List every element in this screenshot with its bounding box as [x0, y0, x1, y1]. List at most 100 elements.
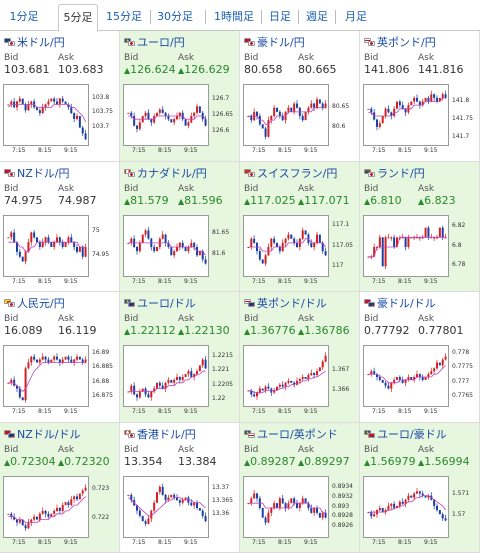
candle-body	[436, 362, 438, 369]
currency-card[interactable]: ユーロ/ドル Bid Ask ▲1.22112 ▲1.22130 1.2215 1…	[120, 292, 240, 423]
price-chart[interactable]: 6.82 6.8 6.78 7:15 8:15 9:15	[363, 214, 477, 290]
y-tick-label: 80.65	[332, 102, 350, 110]
currency-card[interactable]: ランド/円 Bid Ask ▲6.810 ▲6.823 6.82 6.8 6.78 7…	[360, 161, 480, 292]
pair-name[interactable]: 豪ドル/ドル	[377, 297, 436, 310]
price-chart[interactable]: 1.367 1.366 7:15 8:15 9:15	[243, 345, 357, 420]
currency-card[interactable]: カナダドル/円 Bid Ask ▲81.579 ▲81.596 81.65 81.…	[120, 161, 240, 292]
price-chart[interactable]: 117.1 117.05 117 7:15 8:15 9:15	[243, 214, 357, 290]
currency-card[interactable]: 米ドル/円 Bid Ask 103.681 103.683 103.8 103.7…	[0, 31, 120, 162]
pair-name[interactable]: カナダドル/円	[137, 166, 207, 180]
tab-8[interactable]: 月足	[345, 10, 367, 23]
pair-name[interactable]: 英ポンド/ドル	[257, 297, 327, 310]
candle-body	[324, 512, 327, 518]
candle-body	[10, 232, 13, 237]
pair-name[interactable]: 豪ドル/円	[257, 36, 305, 49]
candle-body	[427, 97, 430, 102]
pair-title[interactable]: 米ドル/円	[4, 35, 65, 49]
pair-title[interactable]: カナダドル/円	[124, 166, 207, 180]
candle-body	[387, 236, 390, 238]
pair-title[interactable]: NZドル/ドル	[4, 427, 80, 441]
bid-value: 16.089	[4, 324, 43, 337]
pair-title[interactable]: ランド/円	[364, 166, 425, 180]
pair-name[interactable]: 英ポンド/円	[377, 36, 436, 49]
currency-card[interactable]: 英ポンド/円 Bid Ask 141.806 141.816 141.8 141.…	[360, 31, 480, 162]
tab-6[interactable]: 日足	[269, 10, 291, 23]
pair-name[interactable]: ユーロ/豪ドル	[377, 427, 447, 441]
pair-title[interactable]: ユーロ/円	[124, 35, 185, 49]
x-tick-label: 7:15	[252, 147, 266, 154]
pair-name[interactable]: 香港ドル/円	[137, 427, 196, 441]
y-tick-label: 74.95	[92, 251, 110, 259]
currency-card[interactable]: 豪ドル/円 Bid Ask 80.658 80.665 80.65 80.6 7:1…	[240, 31, 360, 162]
pair-title[interactable]: 英ポンド/ドル	[244, 296, 327, 310]
pair-title[interactable]: 香港ドル/円	[124, 427, 196, 441]
pair-name[interactable]: 人民元/円	[17, 297, 65, 310]
candle-body	[307, 502, 310, 508]
candle-body	[38, 110, 41, 114]
pair-name[interactable]: ユーロ/ドル	[137, 297, 196, 310]
pair-title[interactable]: NZドル/円	[4, 166, 69, 180]
price-chart[interactable]: 1.2215 1.221 1.2205 1.22 7:15 8:15 9:15	[123, 345, 237, 420]
price-chart[interactable]: 0.8934 0.8932 0.893 0.8928 0.8926 7:15 8:15 9:1…	[243, 475, 357, 551]
currency-card[interactable]: NZドル/円 Bid Ask 74.975 74.987 75 74.95 7:15…	[0, 161, 120, 292]
pair-name[interactable]: ユーロ/英ポンド	[257, 427, 338, 441]
pair-title[interactable]: スイスフラン/円	[244, 166, 337, 180]
nz-flag	[4, 429, 11, 435]
ask-value: 16.119	[58, 324, 97, 337]
price-chart[interactable]: 16.89 16.885 16.88 16.875 7:15 8:15 9:15	[3, 345, 117, 420]
pair-title[interactable]: ユーロ/英ポンド	[244, 427, 338, 441]
pair-title[interactable]: ユーロ/豪ドル	[364, 427, 447, 441]
tab-3[interactable]: 15分足	[106, 10, 142, 23]
price-chart[interactable]: 141.8 141.75 141.7 7:15 8:15 9:15	[363, 84, 477, 159]
candle-body	[84, 246, 87, 257]
tab-1[interactable]: 1分足	[9, 10, 39, 23]
tab-7[interactable]: 週足	[306, 10, 328, 23]
currency-card[interactable]: 豪ドル/ドル Bid Ask 0.77792 0.77801 0.778 0.77…	[360, 292, 480, 423]
price-chart[interactable]: 126.7 126.65 126.6 7:15 8:15 9:15	[123, 84, 237, 159]
candle-body	[261, 124, 264, 129]
currency-card[interactable]: ユーロ/豪ドル Bid Ask ▲1.56979 ▲1.56994 1.571 1…	[360, 422, 480, 553]
x-tick-label: 8:15	[38, 147, 52, 154]
y-tick-label: 1.2215	[212, 351, 233, 359]
pair-name[interactable]: 米ドル/円	[17, 36, 65, 49]
tab-5[interactable]: 1時間足	[214, 10, 254, 23]
candle-body	[44, 356, 47, 360]
currency-card[interactable]: 英ポンド/ドル Bid Ask ▲1.36776 ▲1.36786 1.367 1…	[240, 292, 360, 423]
price-chart[interactable]: 0.723 0.722 7:15 8:15 9:15	[3, 475, 117, 551]
pair-name[interactable]: NZドル/円	[17, 166, 70, 180]
pair-name[interactable]: ランド/円	[377, 166, 425, 180]
pair-title[interactable]: ユーロ/ドル	[124, 296, 196, 310]
candle-body	[398, 377, 401, 380]
pair-title[interactable]: 豪ドル/円	[244, 35, 305, 49]
price-chart[interactable]: 13.37 13.365 13.36 7:15 8:15 9:15	[123, 475, 237, 551]
price-chart[interactable]: 103.8 103.75 103.7 7:15 8:15 9:15	[3, 84, 117, 159]
currency-card[interactable]: 香港ドル/円 Bid Ask 13.354 13.384 13.37 13.365…	[120, 422, 240, 553]
pair-title[interactable]: 人民元/円	[4, 296, 65, 310]
pair-name[interactable]: ユーロ/円	[137, 36, 185, 49]
price-chart[interactable]: 75 74.95 7:15 8:15 9:15	[3, 214, 117, 290]
x-tick-label: 9:15	[64, 147, 78, 154]
price-chart[interactable]: 1.571 1.57 7:15 8:15 9:15	[363, 475, 477, 551]
tab-4[interactable]: 30分足	[157, 10, 193, 23]
bid-label: Bid	[124, 444, 139, 455]
currency-card[interactable]: スイスフラン/円 Bid Ask ▲117.025 ▲117.071 117.1…	[240, 161, 360, 292]
y-tick-label: 13.37	[212, 484, 230, 492]
tab-2[interactable]: 5分足	[58, 4, 98, 32]
ask-value: ▲1.36786	[298, 324, 350, 337]
x-tick-label: 7:15	[132, 408, 146, 415]
price-chart[interactable]: 81.65 81.6 7:15 8:15 9:15	[123, 214, 237, 290]
currency-card[interactable]: ユーロ/英ポンド Bid Ask ▲0.89287 ▲0.89297 0.893…	[240, 422, 360, 553]
bid-number: 0.89287	[250, 454, 296, 468]
pair-name[interactable]: スイスフラン/円	[257, 166, 338, 180]
price-chart[interactable]: 80.65 80.6 7:15 8:15 9:15	[243, 84, 357, 159]
price-chart[interactable]: 0.778 0.7775 0.777 0.7765 7:15 8:15 9:15	[363, 345, 477, 420]
y-tick-label: 81.65	[212, 229, 230, 237]
candle-body	[410, 236, 413, 238]
pair-title[interactable]: 豪ドル/ドル	[364, 296, 436, 310]
y-tick-label: 117.1	[332, 220, 350, 228]
pair-name[interactable]: NZドル/ドル	[17, 427, 81, 441]
currency-card[interactable]: 人民元/円 Bid Ask 16.089 16.119 16.89 16.885 1…	[0, 292, 120, 423]
pair-title[interactable]: 英ポンド/円	[364, 35, 436, 49]
currency-card[interactable]: ユーロ/円 Bid Ask ▲126.624 ▲126.629 126.7 126…	[120, 31, 240, 162]
currency-card[interactable]: NZドル/ドル Bid Ask ▲0.72304 ▲0.72320 0.723 0…	[0, 422, 120, 553]
